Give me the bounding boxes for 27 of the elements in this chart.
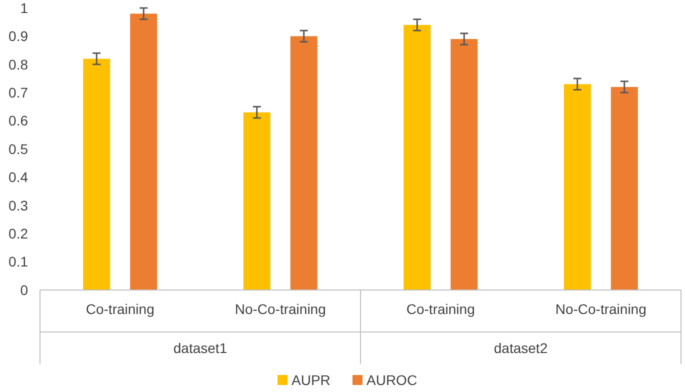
y-tick-label: 0.7 bbox=[8, 84, 28, 100]
text: dataset1 bbox=[173, 340, 228, 356]
bar bbox=[610, 86, 638, 290]
y-tick-label: 0.4 bbox=[8, 169, 28, 186]
bar bbox=[243, 112, 270, 290]
x-tick-label: Co-training bbox=[86, 301, 154, 317]
x-tick-label: No-Co-training bbox=[234, 301, 326, 317]
y-tick-label: 0.8 bbox=[8, 56, 28, 72]
y-tick-label: 0.3 bbox=[8, 197, 28, 214]
y-tick-label: 0.9 bbox=[8, 28, 28, 44]
bar bbox=[404, 24, 431, 290]
y-tick-label: 0.2 bbox=[8, 226, 28, 242]
bar bbox=[450, 39, 478, 290]
y-tick-label: 0.6 bbox=[8, 112, 28, 129]
x-tick-label: Co-training bbox=[406, 301, 475, 317]
legend-label: AUPR bbox=[292, 372, 330, 388]
y-tick-label: 0.5 bbox=[8, 140, 28, 157]
bar bbox=[564, 84, 591, 290]
y-tick-label: 0.1 bbox=[8, 254, 28, 270]
bar bbox=[290, 36, 318, 290]
y-tick-label: 1 bbox=[20, 0, 28, 16]
legend-label: AUROC bbox=[366, 372, 418, 388]
x-tick-label: No-Co-training bbox=[555, 301, 646, 317]
text: dataset2 bbox=[494, 340, 548, 356]
bar bbox=[130, 14, 158, 290]
y-tick-label: 0 bbox=[20, 282, 28, 298]
bar bbox=[83, 58, 110, 290]
